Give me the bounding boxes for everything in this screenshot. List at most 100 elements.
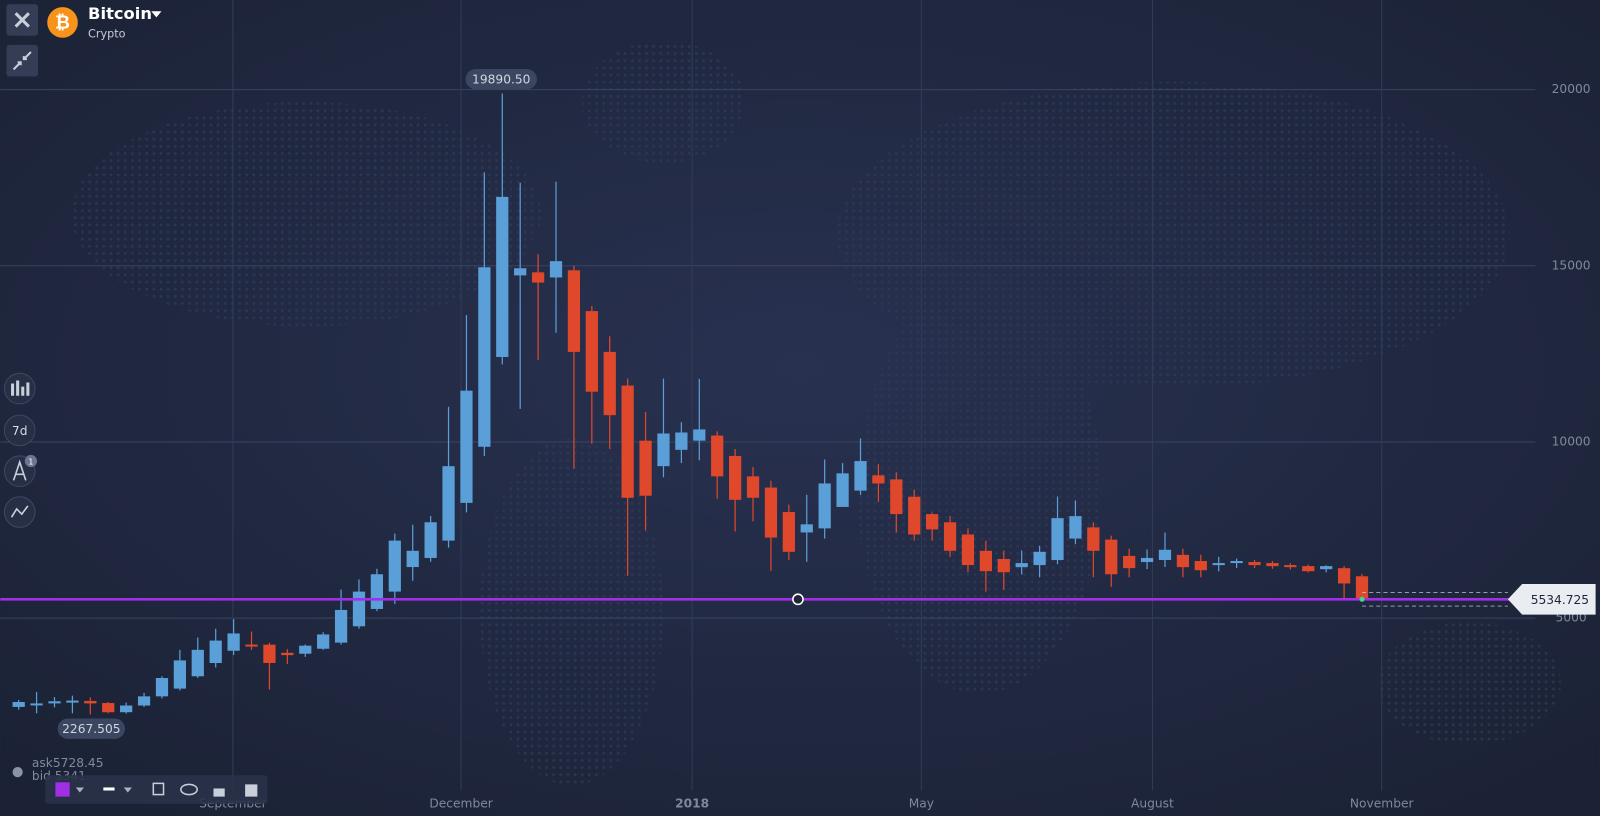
candle-body [281, 652, 294, 656]
candle-body [1015, 563, 1028, 568]
candle-body [1105, 539, 1118, 575]
candle-body [818, 483, 831, 529]
chart-type-icon [11, 380, 30, 396]
candle-body [514, 268, 527, 276]
candle-body [997, 558, 1010, 573]
candle-body [836, 473, 849, 507]
candle-body [352, 591, 366, 627]
collapse-button[interactable] [6, 44, 39, 77]
candle-body [603, 351, 616, 416]
left-toolbar: 7d 1 [3, 372, 38, 528]
y-tick-label: 10000 [1552, 434, 1591, 448]
candle-body [1158, 549, 1172, 560]
candle-body [317, 634, 330, 649]
drawing-icon [12, 459, 27, 481]
candle-body [1069, 516, 1082, 539]
world-map [71, 40, 1561, 786]
candle-body [30, 703, 43, 706]
candle-body [388, 540, 401, 592]
asset-subtitle: Crypto [88, 28, 126, 41]
candle-body [334, 609, 348, 643]
candle-body [155, 678, 169, 697]
candle-body [800, 524, 813, 533]
candle-body [585, 311, 598, 392]
candle-body [764, 487, 778, 538]
candle-body [961, 534, 975, 566]
candle-body [1212, 563, 1225, 566]
candle-body [191, 649, 204, 677]
collapse-icon [12, 51, 32, 71]
candle-body [567, 270, 581, 352]
min-label: 2267.505 [62, 722, 120, 736]
copy-button[interactable] [152, 782, 165, 796]
badge [24, 454, 38, 468]
candle-body [746, 476, 760, 498]
candle-body [442, 466, 455, 541]
visibility-button[interactable] [180, 783, 198, 796]
candle-body [478, 267, 491, 447]
candle-body [1337, 568, 1351, 584]
candle-body [370, 574, 384, 609]
candle-body [1176, 554, 1190, 568]
chart-type-button[interactable] [3, 372, 36, 405]
y-tick-label: 15000 [1552, 258, 1591, 272]
min-label-bg [57, 718, 126, 739]
drawing-toolbar [45, 775, 268, 804]
lock-button[interactable] [213, 788, 225, 797]
bitcoin-logo [47, 7, 78, 38]
candle-body [1033, 551, 1046, 566]
candle-body [1284, 565, 1297, 568]
candle-body [1320, 566, 1333, 570]
bitcoin-symbol: ₿ [55, 12, 70, 33]
candle-body [639, 440, 652, 496]
candle-body [872, 475, 885, 484]
candle-body [711, 435, 724, 477]
max-label: 19890.50 [472, 73, 530, 87]
candle-body [1123, 555, 1136, 569]
candle-body [979, 550, 992, 572]
help-icon[interactable] [12, 767, 23, 778]
candle-body [728, 455, 742, 500]
candle-body [782, 512, 795, 552]
candle-body [908, 496, 921, 535]
line-width-button[interactable] [103, 787, 115, 791]
candle-body [12, 701, 25, 707]
x-tick-label: May [909, 796, 934, 810]
candle-body [460, 390, 473, 503]
candle-body [84, 700, 97, 704]
candle-body [299, 645, 312, 654]
candle-body [227, 633, 240, 651]
candle-body [1266, 563, 1279, 567]
asset-dropdown[interactable] [151, 11, 162, 18]
candle-body [675, 432, 688, 450]
candle-body [1355, 576, 1369, 600]
period-button[interactable] [3, 414, 36, 447]
candle-body [1051, 518, 1064, 560]
candle-body [1230, 561, 1243, 564]
price-tag [1507, 583, 1596, 615]
candle-body [102, 703, 115, 713]
candle-body [1194, 561, 1207, 571]
candle-body [48, 701, 61, 704]
x-tick-label: November [1350, 796, 1415, 810]
candle-body [406, 550, 419, 568]
delete-button[interactable] [245, 784, 258, 797]
candle-body [693, 429, 706, 441]
y-tick-label: 20000 [1552, 82, 1591, 96]
asset-title[interactable]: Bitcoin [88, 4, 152, 23]
candle-body [943, 522, 957, 551]
ask-label: ask5728.45 [32, 755, 104, 769]
price-tag-label: 5534.725 [1531, 593, 1589, 607]
candle-body [854, 461, 867, 491]
color-swatch[interactable] [55, 782, 70, 797]
max-label-bg [465, 69, 537, 90]
candle-body [531, 272, 545, 283]
badge-count: 1 [28, 457, 33, 467]
candle-body [245, 644, 258, 647]
price-line-handle[interactable] [792, 593, 804, 606]
x-tick-label: December [429, 796, 493, 810]
dropdown-arrows[interactable] [75, 787, 132, 793]
candle-body [1302, 566, 1315, 572]
